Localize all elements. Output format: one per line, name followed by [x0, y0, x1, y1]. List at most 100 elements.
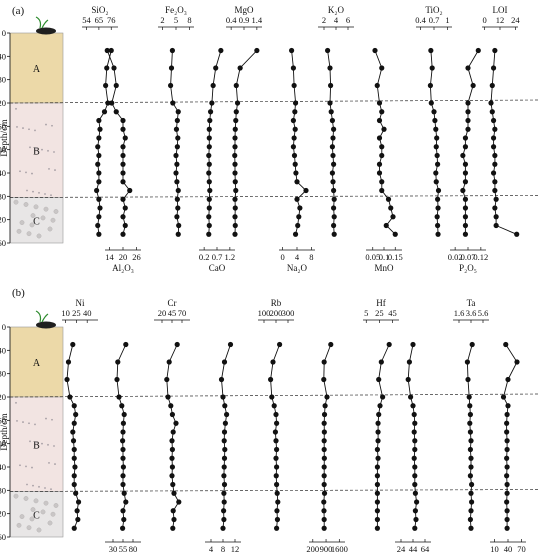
sio2-point	[96, 179, 102, 185]
hf-point	[375, 429, 381, 435]
co-point	[221, 508, 227, 514]
rb-point	[273, 411, 279, 418]
profile-pebble	[13, 493, 19, 499]
co-point	[221, 429, 228, 435]
loi-point	[493, 196, 499, 202]
cao-point	[209, 100, 215, 106]
profile-texture-dot	[51, 418, 53, 421]
co-tick-label: 8	[221, 544, 225, 553]
loi-point	[493, 214, 499, 220]
p2o5-point	[462, 170, 469, 176]
cao-point	[206, 205, 212, 211]
profile-pebble	[47, 226, 53, 232]
tio2-point	[433, 179, 439, 185]
sio2-point	[95, 144, 101, 150]
cao-point	[206, 161, 212, 167]
cr-point	[173, 420, 179, 426]
loi-tick-label: 24	[511, 15, 520, 25]
profile-texture-dot	[19, 464, 21, 467]
co-point	[227, 341, 234, 348]
fe2o3-point	[175, 231, 181, 237]
depth-tick-label: 360	[0, 532, 6, 542]
sio2-point	[94, 187, 100, 194]
profile-pebble	[36, 233, 42, 239]
zr-point	[321, 455, 327, 461]
cao-point	[206, 222, 212, 229]
sio2-point	[105, 100, 111, 106]
nb-point	[410, 403, 416, 409]
tio2-point	[432, 117, 438, 124]
th-tick-label: 40	[504, 544, 513, 553]
ni-tick-label: 10	[61, 308, 70, 318]
co-point	[221, 438, 227, 444]
mno-point	[385, 196, 392, 202]
profile-pebble	[16, 522, 22, 528]
co-point	[221, 455, 228, 461]
profile-texture-dot	[53, 445, 55, 447]
sio2-tick-label: 54	[82, 15, 91, 25]
cao-point	[207, 109, 214, 115]
fe2o3-tick-label: 2	[160, 15, 164, 25]
tio2-point	[434, 214, 440, 220]
profile-texture-dot	[31, 466, 33, 469]
zr-point	[321, 359, 327, 365]
na2o-point	[303, 187, 309, 194]
al2o3-point	[120, 126, 126, 132]
profile-pebble	[19, 220, 25, 225]
hf-tick-label: 5	[364, 308, 368, 318]
sio2-point	[96, 214, 102, 220]
mgo-point	[232, 205, 238, 211]
co-point	[218, 376, 225, 383]
k2o-point	[331, 196, 337, 202]
depth-tick-label: 160	[0, 415, 6, 425]
cr-point	[170, 508, 176, 514]
profile-texture-dot	[44, 193, 46, 195]
mno-axis-label: MnO	[374, 263, 394, 273]
mno-point	[372, 47, 378, 54]
nb-point	[412, 446, 418, 453]
cao-point	[206, 144, 212, 150]
co-point	[221, 473, 227, 479]
mgo-point	[232, 214, 238, 220]
th-point	[504, 473, 510, 479]
nb-point	[411, 411, 417, 418]
co-point	[221, 481, 228, 488]
cr-point	[169, 446, 175, 453]
nb-point	[410, 341, 416, 348]
mno-point	[388, 205, 394, 211]
zr-tick-label: 200	[306, 544, 319, 553]
v-tick-label: 55	[119, 544, 128, 553]
k2o-point	[331, 205, 337, 211]
mno-point	[381, 126, 387, 132]
mno-point	[376, 170, 383, 176]
mno-point	[376, 100, 383, 106]
nb-point	[412, 481, 418, 488]
mgo-point	[232, 170, 238, 176]
k2o-point	[331, 214, 337, 220]
ni-tick-label: 25	[72, 308, 81, 318]
hf-point	[375, 420, 381, 426]
mno-point	[376, 161, 383, 167]
zr-point	[321, 438, 327, 444]
ta-point	[467, 446, 473, 453]
mno-point	[374, 82, 380, 89]
tio2-point	[428, 47, 434, 54]
loi-point	[493, 222, 499, 229]
mgo-point	[232, 135, 238, 141]
loi-point	[490, 170, 497, 176]
hf-point	[374, 525, 380, 531]
hf-point	[374, 473, 380, 479]
fe2o3-point	[175, 205, 181, 211]
fe2o3-point	[176, 222, 182, 229]
zr-point	[321, 446, 327, 453]
k2o-point	[327, 100, 333, 106]
sio2-point	[108, 47, 114, 54]
al2o3-point	[120, 179, 126, 185]
v-point	[116, 394, 122, 400]
th-point	[504, 420, 510, 426]
na2o-point	[290, 65, 296, 71]
v-point	[121, 411, 127, 418]
ni-point	[70, 429, 76, 435]
profile-pebble	[16, 228, 22, 234]
profile-texture-dot	[35, 441, 37, 444]
